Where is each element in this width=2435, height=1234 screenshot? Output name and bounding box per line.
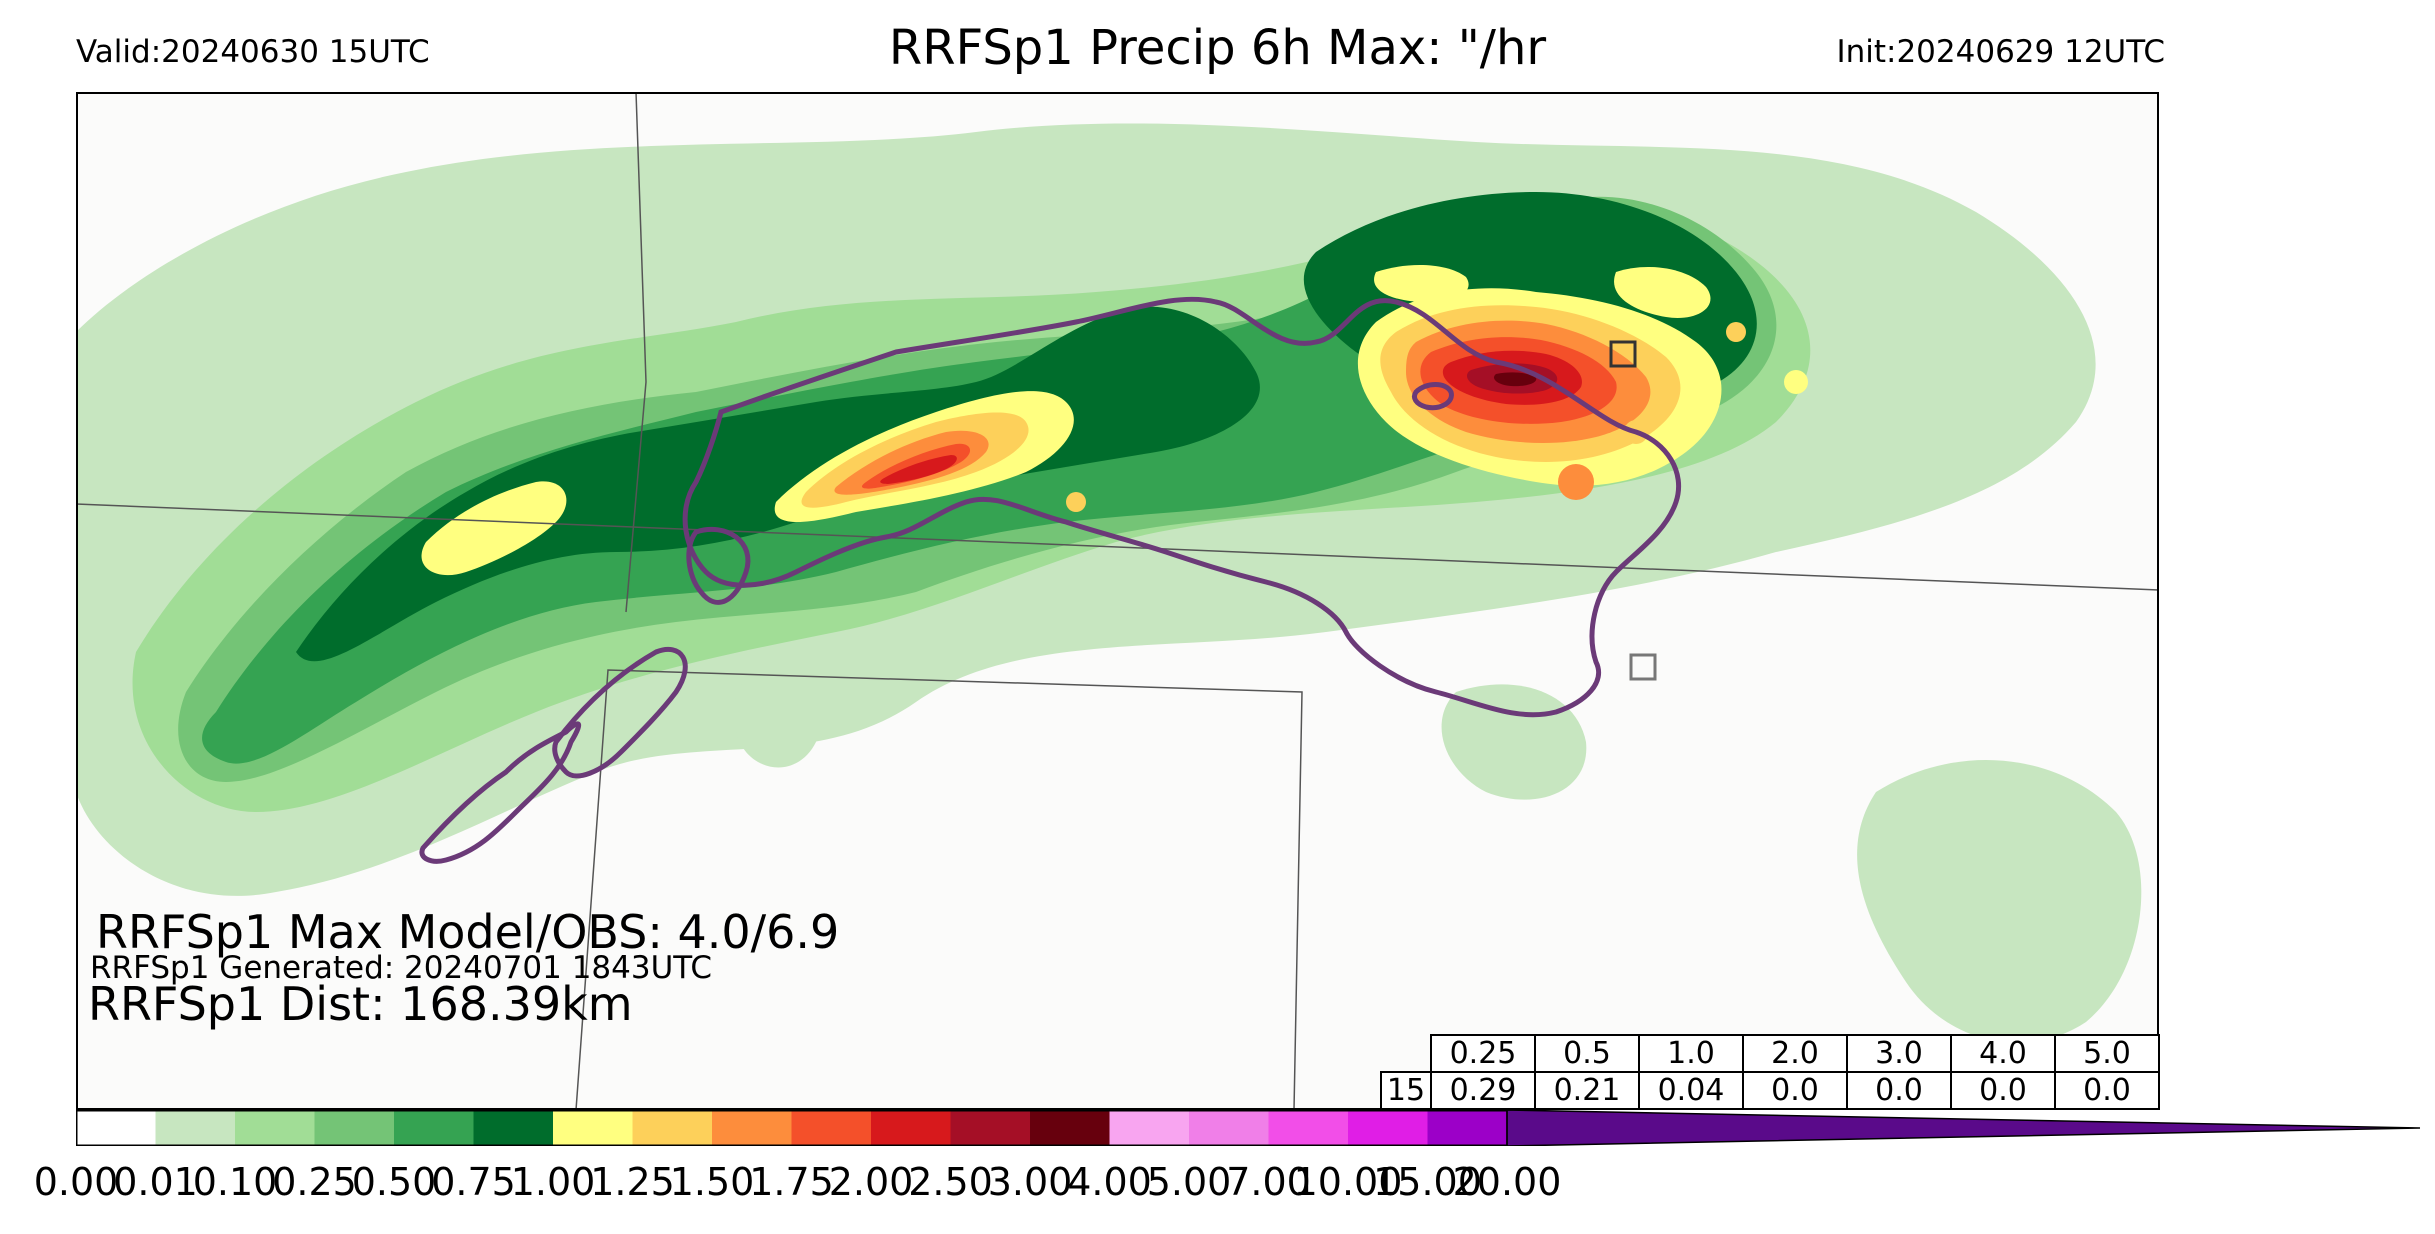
- threshold-cell: 5.0: [2054, 1034, 2160, 1073]
- colorbar-frame: [76, 1110, 1508, 1146]
- colorbar-tick-label: 0.75: [431, 1160, 516, 1204]
- colorbar-tick-label: 0.10: [192, 1160, 278, 1204]
- colorbar-segment: [76, 1110, 157, 1146]
- score-cell: 0.29: [1430, 1071, 1536, 1110]
- score-cell: 0.0: [1742, 1071, 1848, 1110]
- colorbar-tick-label: 5.00: [1146, 1160, 1232, 1204]
- colorbar-segment: [394, 1110, 475, 1146]
- map-frame: [76, 92, 2159, 1110]
- threshold-cell: 0.25: [1430, 1034, 1536, 1073]
- obs-max-marker: [1609, 340, 1637, 368]
- table-corner: [1381, 1035, 1431, 1072]
- colorbar-tick-label: 1.25: [590, 1160, 675, 1204]
- colorbar-segment: [1189, 1110, 1270, 1146]
- colorbar-tick-label: 1.00: [510, 1160, 596, 1204]
- threshold-cell: 2.0: [1742, 1034, 1848, 1073]
- colorbar-tick-label: 1.75: [749, 1160, 834, 1204]
- colorbar-segment: [632, 1110, 713, 1146]
- colorbar-segment: [1348, 1110, 1429, 1146]
- colorbar-extend-arrow: [1506, 1110, 2421, 1146]
- threshold-header-row: 0.25 0.5 1.0 2.0 3.0 4.0 5.0: [1381, 1034, 2160, 1073]
- colorbar-segment: [1427, 1110, 1508, 1146]
- colorbar-tick-label: 2.50: [908, 1160, 993, 1204]
- model-max-marker: [1629, 653, 1657, 681]
- score-cell: 0.0: [1846, 1071, 1952, 1110]
- colorbar-tick-label: 20.00: [1452, 1160, 1562, 1204]
- colorbar-segment: [1268, 1110, 1349, 1146]
- max-model-obs-label: RRFSp1 Max Model/OBS: 4.0/6.9: [96, 905, 840, 959]
- threshold-cell: 3.0: [1846, 1034, 1952, 1073]
- score-cell: 0.0: [1950, 1071, 2056, 1110]
- colorbar-segment: [791, 1110, 872, 1146]
- political-borders: [76, 92, 2159, 1110]
- colorbar-segment: [155, 1110, 236, 1146]
- colorbar-tick-label: 0.25: [272, 1160, 357, 1204]
- colorbar-tick-label: 0.01: [113, 1160, 198, 1204]
- colorbar-segment: [314, 1110, 395, 1146]
- threshold-cell: 0.5: [1534, 1034, 1640, 1073]
- threshold-cell: 1.0: [1638, 1034, 1744, 1073]
- colorbar-tick-label: 2.00: [828, 1160, 914, 1204]
- colorbar: [76, 1110, 2421, 1146]
- map-title: RRFSp1 Precip 6h Max: "/hr: [888, 20, 1547, 76]
- precipitation-map: [76, 92, 2159, 1110]
- colorbar-tick-label: 0.00: [33, 1160, 119, 1204]
- threshold-stats-table: 0.25 0.5 1.0 2.0 3.0 4.0 5.0 15 0.29 0.2…: [1380, 1034, 2160, 1110]
- init-time-label: Init:20240629 12UTC: [1836, 34, 2165, 70]
- colorbar-segment: [553, 1110, 634, 1146]
- row-label-cell: 15: [1380, 1071, 1432, 1110]
- score-cell: 0.0: [2054, 1071, 2160, 1110]
- colorbar-segment: [235, 1110, 316, 1146]
- precip-field: [76, 123, 2142, 1043]
- colorbar-tick-label: 3.00: [987, 1160, 1073, 1204]
- observation-contours: [419, 296, 1682, 864]
- colorbar-tick-label: 7.00: [1226, 1160, 1311, 1204]
- colorbar-tick-label: 15.00: [1373, 1160, 1482, 1204]
- colorbar-tick-label: 1.50: [669, 1160, 755, 1204]
- colorbar-segment: [950, 1110, 1031, 1146]
- colorbar-tick-label: 10.00: [1293, 1160, 1403, 1204]
- colorbar-segment: [871, 1110, 952, 1146]
- colorbar-segment: [473, 1110, 554, 1146]
- valid-time-label: Valid:20240630 15UTC: [76, 34, 430, 70]
- colorbar-tick-label: 4.00: [1067, 1160, 1152, 1204]
- colorbar-tick-label: 0.50: [351, 1160, 437, 1204]
- distance-label: RRFSp1 Dist: 168.39km: [88, 977, 633, 1031]
- colorbar-ticks: 0.00 0.01 0.10 0.25 0.50 0.75 1.00 1.25 1.50 1.75…: [0, 1160, 2435, 1210]
- generated-time-label: RRFSp1 Generated: 20240701 1843UTC: [90, 950, 713, 986]
- colorbar-segment: [1109, 1110, 1190, 1146]
- score-cell: 0.04: [1638, 1071, 1744, 1110]
- threshold-cell: 4.0: [1950, 1034, 2056, 1073]
- colorbar-segment: [1030, 1110, 1111, 1146]
- score-row: 15 0.29 0.21 0.04 0.0 0.0 0.0 0.0: [1380, 1071, 2160, 1110]
- score-cell: 0.21: [1534, 1071, 1640, 1110]
- colorbar-segment: [712, 1110, 793, 1146]
